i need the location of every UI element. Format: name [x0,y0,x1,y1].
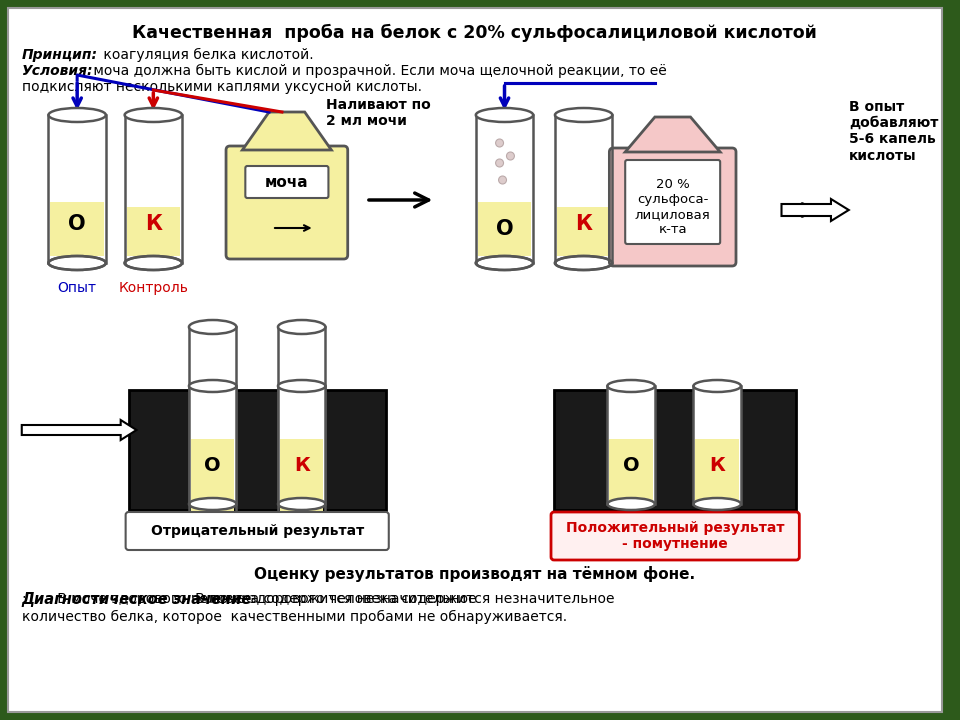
Text: Качественная  проба на белок с 20% сульфосалициловой кислотой: Качественная проба на белок с 20% сульфо… [132,24,817,42]
Ellipse shape [608,498,655,510]
Text: :    В моче здорового человека содержится незначительное: : В моче здорового человека содержится н… [173,592,614,606]
Ellipse shape [125,108,182,122]
Bar [191,467,234,533]
Text: моча должна быть кислой и прозрачной. Если моча щелочной реакции, то её: моча должна быть кислой и прозрачной. Ес… [89,64,667,78]
Bar [554,390,797,510]
Ellipse shape [693,498,741,510]
Circle shape [495,159,504,167]
Bar [478,202,531,256]
Text: К: К [145,215,162,234]
Text: К: К [709,456,725,474]
Ellipse shape [48,108,106,122]
Text: 20 %
сульфоса-
лициловая
к-та: 20 % сульфоса- лициловая к-та [635,178,710,236]
Text: :       В моче здорового человека содержится незначительное: : В моче здорового человека содержится н… [22,592,476,606]
Bar [693,386,741,504]
Text: К: К [294,456,310,474]
Bar [127,207,180,256]
Circle shape [495,139,504,147]
Text: количество белка, которое  качественными пробами не обнаруживается.: количество белка, которое качественными … [22,610,567,624]
Bar [125,115,182,263]
Bar [189,327,236,540]
Text: Принцип:: Принцип: [22,48,98,62]
Ellipse shape [278,533,325,547]
Ellipse shape [476,108,533,122]
Ellipse shape [189,320,236,334]
Ellipse shape [189,498,236,510]
Text: В опыт
добавляют
5-6 капель
кислоты: В опыт добавляют 5-6 капель кислоты [849,100,938,163]
Ellipse shape [608,380,655,392]
Ellipse shape [278,320,325,334]
Bar [557,207,611,256]
FancyArrow shape [781,199,849,221]
Text: Оценку результатов производят на тёмном фоне.: Оценку результатов производят на тёмном … [254,566,695,582]
Bar [51,202,104,256]
Ellipse shape [48,256,106,270]
FancyBboxPatch shape [625,160,720,244]
FancyBboxPatch shape [610,148,736,266]
Ellipse shape [278,380,325,392]
Ellipse shape [476,256,533,270]
Ellipse shape [125,256,182,270]
Bar [278,386,325,504]
Text: моча: моча [265,174,309,189]
Ellipse shape [189,533,236,547]
Bar [476,115,533,263]
Bar [191,471,234,533]
Text: коагуляция белка кислотой.: коагуляция белка кислотой. [99,48,314,62]
Bar [278,327,325,540]
FancyBboxPatch shape [226,146,348,259]
Text: Контроль: Контроль [118,281,188,295]
FancyBboxPatch shape [551,512,800,560]
Text: О: О [495,219,514,239]
Bar [280,467,324,533]
Bar [48,115,106,263]
Polygon shape [242,112,331,150]
Ellipse shape [555,256,612,270]
Bar [695,439,739,504]
Bar [191,439,234,504]
FancyBboxPatch shape [126,512,389,550]
Text: О: О [68,215,86,234]
Ellipse shape [555,108,612,122]
Text: Положительный результат
- помутнение: Положительный результат - помутнение [565,521,784,551]
Ellipse shape [189,380,236,392]
FancyArrow shape [22,420,136,440]
Text: Условия:: Условия: [22,64,93,78]
Bar [129,390,386,510]
Text: К: К [575,215,592,234]
Text: Отрицательный результат: Отрицательный результат [151,524,364,538]
Text: Опыт: Опыт [58,281,97,295]
Bar [608,386,655,504]
Circle shape [507,152,515,160]
Bar [189,386,236,504]
Ellipse shape [693,380,741,392]
Text: Диагностическое значение: Диагностическое значение [22,592,252,607]
Text: О: О [623,456,639,474]
Text: Наливают по
2 мл мочи: Наливают по 2 мл мочи [326,98,431,128]
Bar [280,439,324,504]
FancyBboxPatch shape [246,166,328,198]
Text: О: О [204,456,221,474]
Circle shape [498,176,507,184]
Bar [610,439,653,504]
Bar [280,471,324,533]
Polygon shape [625,117,720,152]
Ellipse shape [278,498,325,510]
Text: подкисляют несколькими каплями уксусной кислоты.: подкисляют несколькими каплями уксусной … [22,80,421,94]
Bar [555,115,612,263]
